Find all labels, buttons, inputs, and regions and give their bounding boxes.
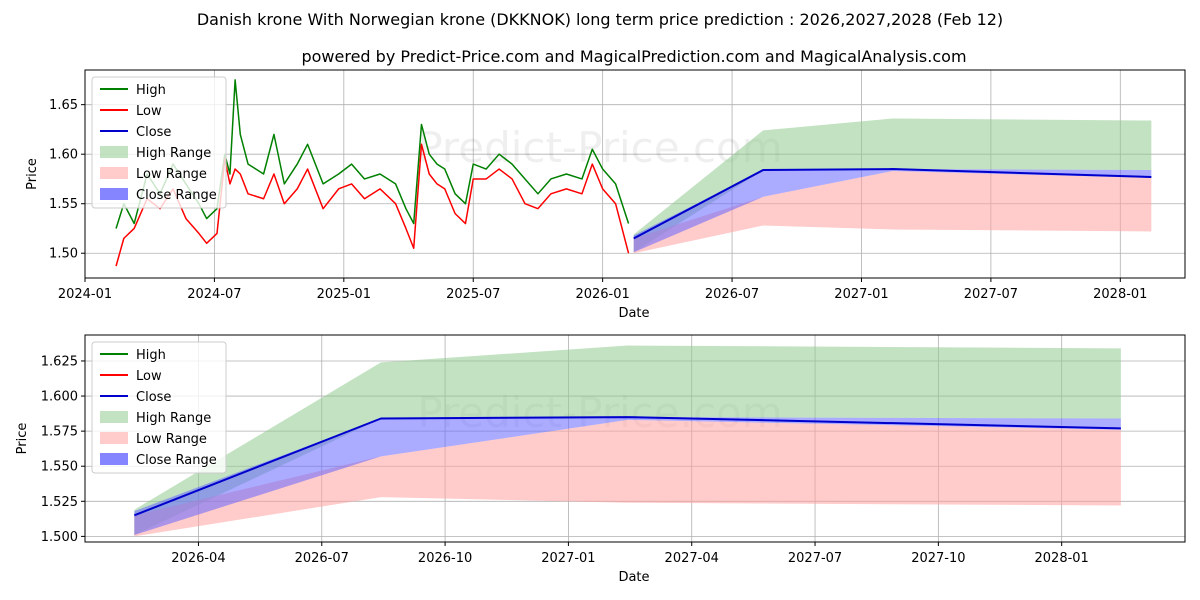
legend-label: Low — [136, 369, 162, 384]
x-tick-label: 2025-07 — [446, 287, 500, 302]
x-tick-label: 2026-07 — [295, 551, 349, 566]
legend-label: High — [136, 348, 166, 363]
close-range-area — [134, 417, 1121, 535]
x-axis-label: Date — [618, 570, 649, 585]
forecast-panel: Predict-Price.com2026-042026-072026-1020… — [15, 334, 1186, 585]
legend-label: High — [136, 83, 166, 98]
chart-title: Danish krone With Norwegian krone (DKKNO… — [197, 10, 1003, 29]
close-series-line — [633, 168, 1152, 240]
legend-label: Close Range — [136, 453, 217, 468]
y-tick-label: 1.600 — [41, 390, 78, 405]
y-tick-label: 1.55 — [49, 197, 78, 212]
legend-label: Low Range — [136, 432, 207, 447]
y-axis-label: Price — [15, 423, 30, 455]
x-tick-label: 2024-07 — [187, 287, 241, 302]
x-tick-label: 2026-04 — [171, 551, 225, 566]
plot-frame — [84, 334, 1186, 543]
low-range-area — [134, 419, 1121, 537]
x-tick-label: 2026-10 — [418, 551, 472, 566]
chart-subtitle: powered by Predict-Price.com and Magical… — [301, 47, 966, 66]
legend-label: Low — [136, 104, 162, 119]
legend-label: Close — [136, 125, 171, 140]
low-series-line — [115, 143, 630, 267]
high-series-line — [115, 79, 630, 229]
legend-label: High Range — [136, 411, 211, 426]
y-tick-label: 1.525 — [41, 495, 78, 510]
high-range-area — [134, 345, 1121, 535]
x-tick-label: 2026-01 — [575, 287, 629, 302]
x-tick-label: 2027-01 — [834, 287, 888, 302]
plot-frame — [84, 69, 1186, 279]
y-tick-label: 1.500 — [41, 530, 78, 545]
legend-label: Close — [136, 390, 171, 405]
legend-swatch — [100, 411, 128, 423]
legend-swatch — [100, 453, 128, 465]
x-tick-label: 2024-01 — [58, 287, 112, 302]
legend-swatch — [100, 188, 128, 200]
legend-swatch — [100, 146, 128, 158]
low-range-area — [633, 171, 1152, 254]
legend-swatch — [100, 432, 128, 444]
y-axis-label: Price — [25, 158, 40, 190]
y-tick-label: 1.60 — [49, 148, 78, 163]
x-tick-label: 2027-01 — [541, 551, 595, 566]
y-tick-label: 1.550 — [41, 460, 78, 475]
x-tick-label: 2027-07 — [788, 551, 842, 566]
legend-label: High Range — [136, 146, 211, 161]
y-tick-label: 1.65 — [49, 98, 78, 113]
x-tick-label: 2028-01 — [1035, 551, 1089, 566]
legend-label: Close Range — [136, 188, 217, 203]
x-axis-label: Date — [618, 306, 649, 321]
close-series-line — [133, 416, 1121, 517]
y-tick-label: 1.625 — [41, 354, 78, 369]
close-range-area — [633, 169, 1152, 253]
x-tick-label: 2027-04 — [665, 551, 719, 566]
high-range-area — [633, 118, 1152, 253]
legend-swatch — [100, 167, 128, 179]
x-tick-label: 2026-07 — [705, 287, 759, 302]
x-tick-label: 2028-01 — [1093, 287, 1147, 302]
y-tick-label: 1.575 — [41, 425, 78, 440]
x-tick-label: 2027-07 — [964, 287, 1018, 302]
x-tick-label: 2025-01 — [317, 287, 371, 302]
legend-label: Low Range — [136, 167, 207, 182]
y-tick-label: 1.50 — [49, 247, 78, 262]
x-tick-label: 2027-10 — [911, 551, 965, 566]
